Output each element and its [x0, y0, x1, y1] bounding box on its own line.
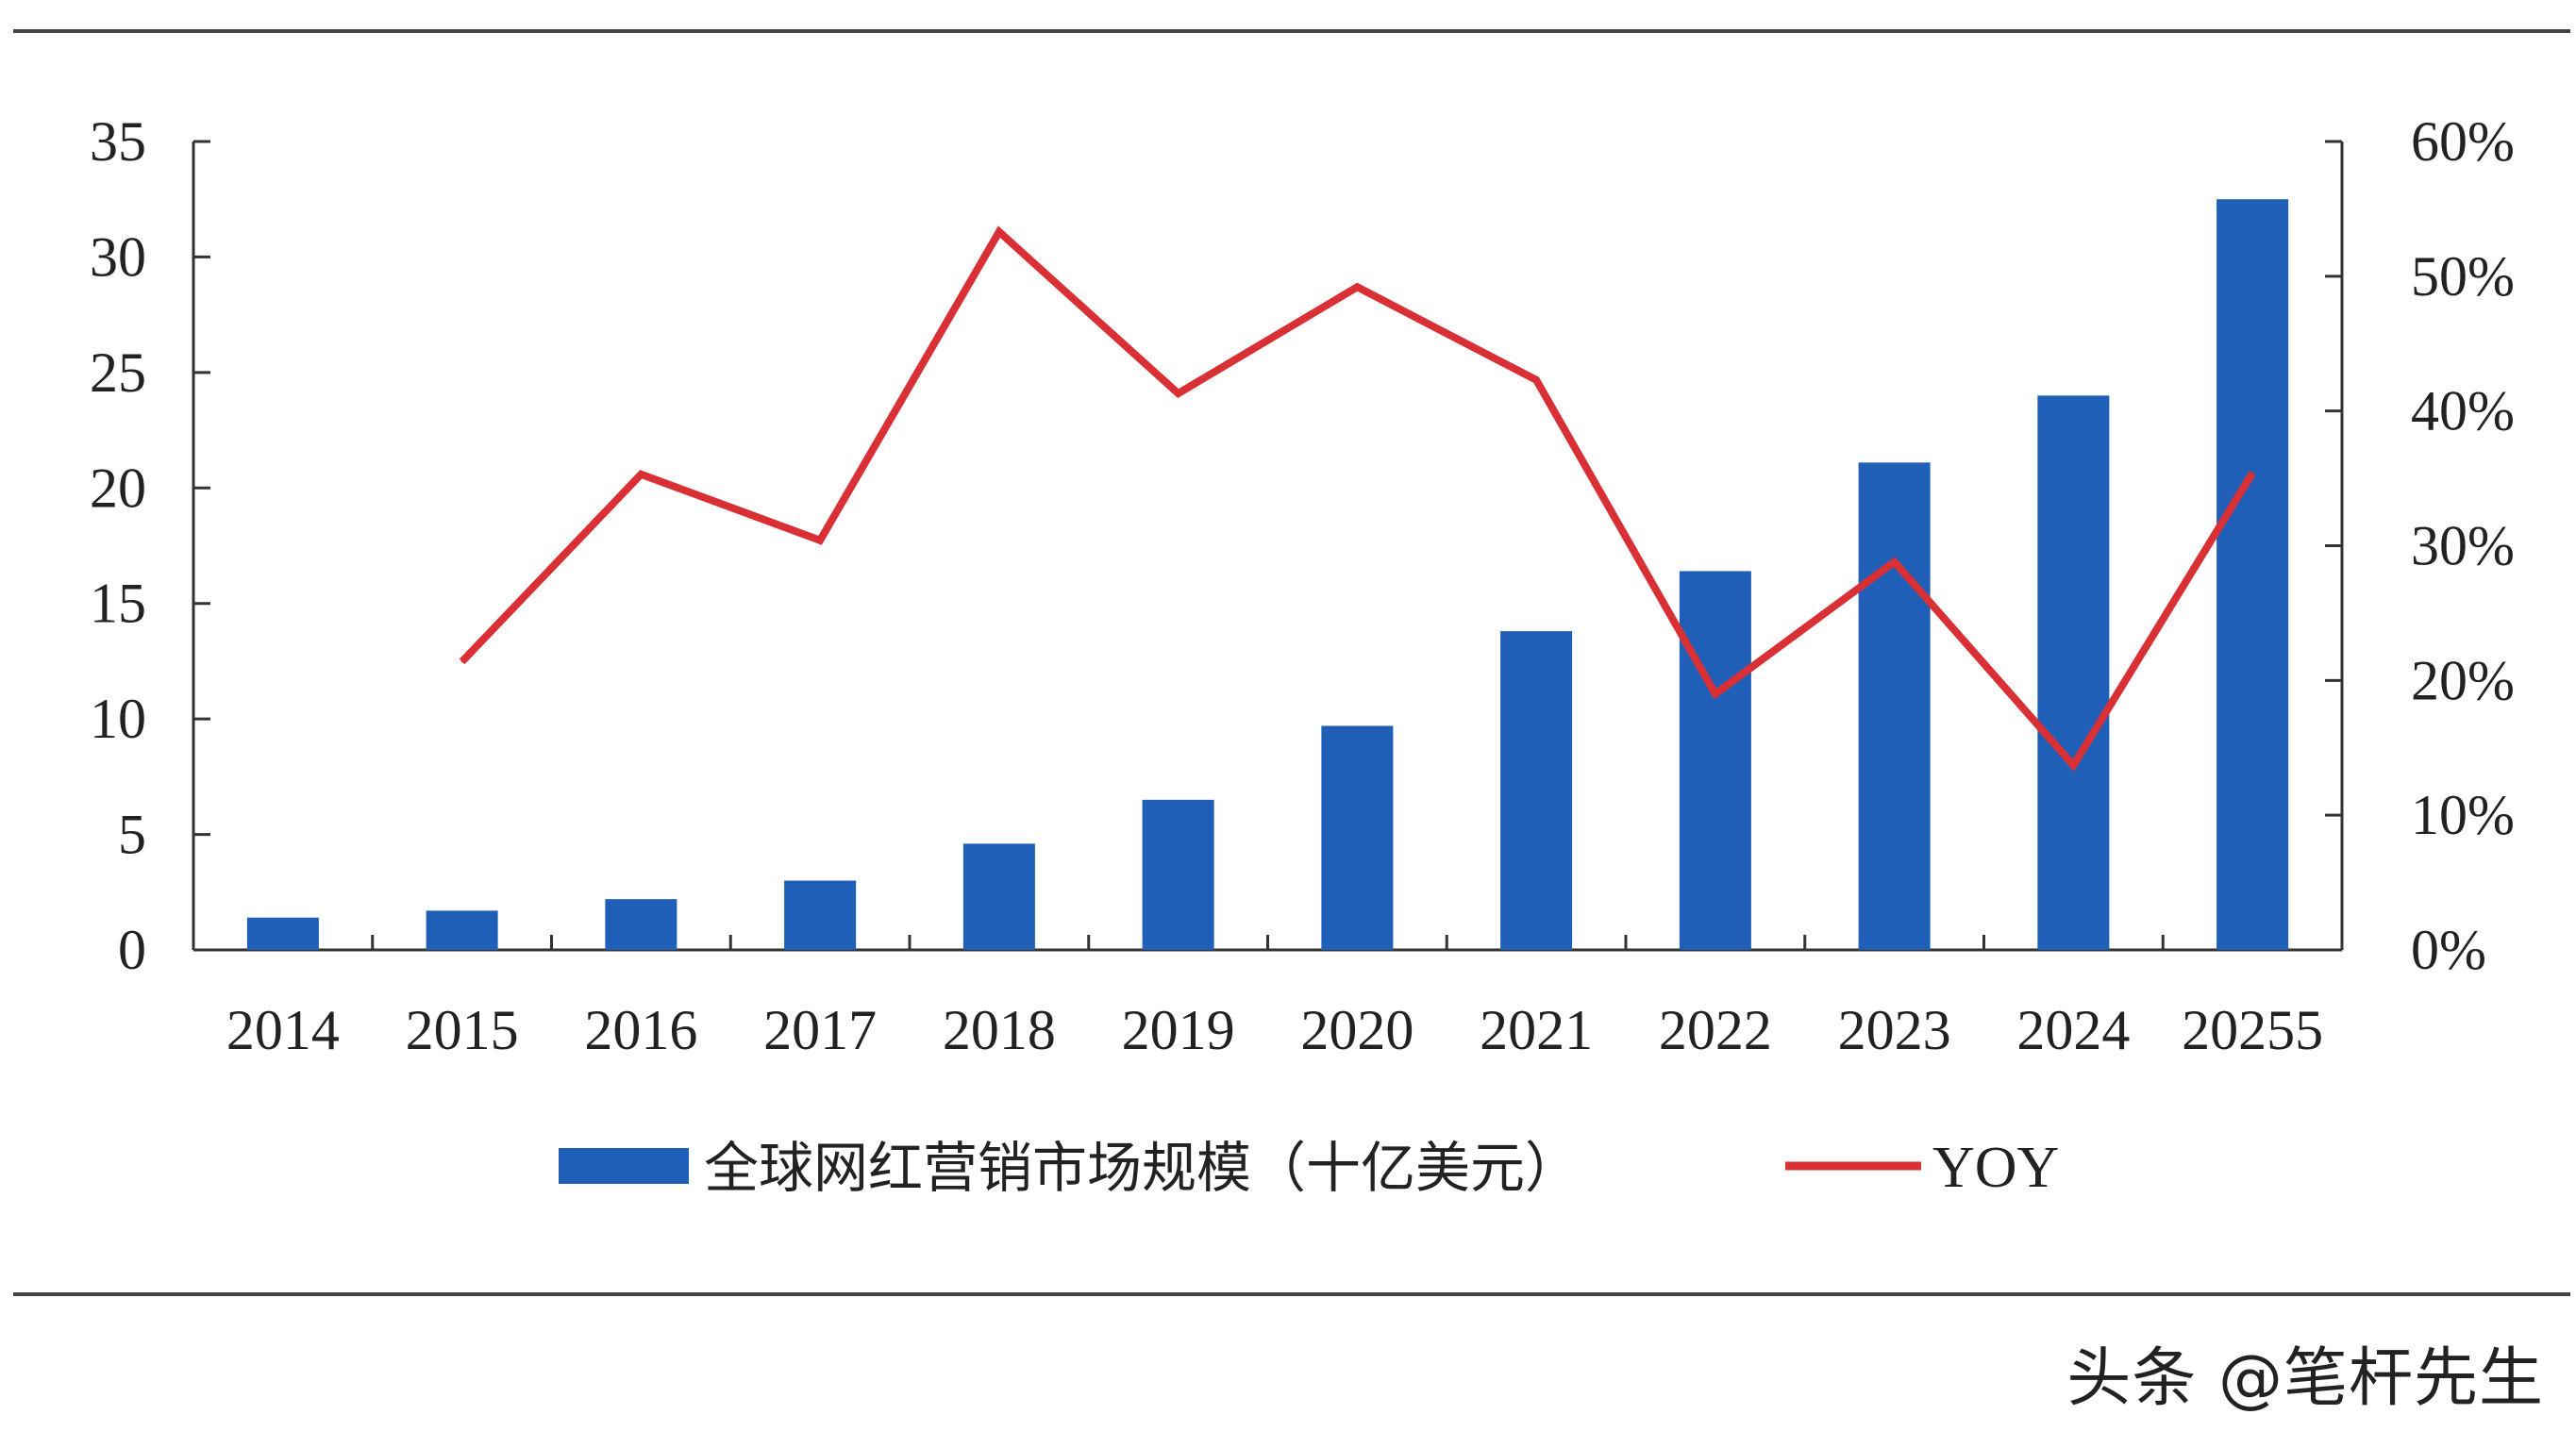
yoy-line [459, 225, 2256, 773]
left-tick-label: 0 [118, 919, 146, 981]
right-tick-label: 40% [2411, 380, 2515, 442]
x-tick-label: 2022 [1659, 999, 1772, 1061]
bar-2015 [426, 910, 498, 950]
left-tick-label: 5 [118, 804, 146, 866]
x-tick-label: 2020 [1300, 999, 1413, 1061]
right-axis-ticks: 0% 10% 20% 30% 40% 50% 60% [2325, 110, 2515, 981]
left-tick-label: 20 [90, 457, 146, 519]
yoy-point-2015 [460, 660, 463, 663]
yoy-point-2019 [1177, 392, 1179, 395]
left-tick-label: 35 [90, 110, 146, 173]
bar-series [246, 199, 2289, 950]
right-tick-label: 10% [2411, 784, 2515, 846]
x-tick-label: 2024 [2016, 999, 2130, 1061]
yoy-point-2022 [1714, 692, 1716, 695]
bar-2019 [1142, 799, 1214, 950]
yoy-point-2018 [997, 230, 1000, 233]
right-tick-label: 60% [2411, 110, 2515, 173]
bar-2020 [1321, 725, 1394, 950]
x-tick-label: 2014 [226, 999, 340, 1061]
right-tick-label: 50% [2411, 245, 2515, 308]
yoy-point-2023 [1893, 560, 1896, 563]
left-tick-label: 25 [90, 341, 146, 404]
left-tick-label: 15 [90, 573, 146, 635]
bar-2017 [784, 880, 857, 950]
left-axis-ticks: 0 5 10 15 20 25 30 35 [90, 110, 210, 981]
left-tick-label: 10 [90, 688, 146, 750]
x-tick-label: 2018 [943, 999, 1056, 1061]
bar-2021 [1500, 631, 1573, 950]
bar-2022 [1679, 571, 1751, 950]
yoy-point-2016 [640, 473, 643, 475]
watermark: 头条 @笔杆先生 [2066, 1341, 2544, 1416]
bar-2018 [962, 843, 1035, 950]
x-tick-label: 2023 [1838, 999, 1951, 1061]
x-tick-label: 2016 [584, 999, 697, 1061]
x-axis-ticks: 2014 2015 2016 2017 2018 2019 2020 2021 2022 2023… [226, 935, 2323, 1061]
x-tick-label: 2021 [1480, 999, 1593, 1061]
right-tick-label: 0% [2411, 919, 2486, 981]
x-tick-label: 2017 [763, 999, 877, 1061]
legend: 全球网红营销市场规模（十亿美元） YOY [559, 1136, 2059, 1200]
x-tick-label: 20255 [2182, 999, 2323, 1061]
bar-20255 [2216, 199, 2289, 950]
right-tick-label: 20% [2411, 649, 2515, 711]
legend-bar-swatch [559, 1148, 689, 1184]
right-tick-label: 30% [2411, 515, 2515, 577]
x-tick-label: 2019 [1122, 999, 1235, 1061]
bar-2016 [605, 899, 677, 950]
yoy-point-2024 [2072, 764, 2075, 767]
x-tick-label: 2015 [406, 999, 519, 1061]
yoy-point-2017 [819, 539, 822, 541]
yoy-point-2021 [1535, 378, 1538, 381]
bar-2014 [246, 917, 319, 950]
legend-line-label: YOY [1932, 1136, 2059, 1200]
yoy-line-series [459, 225, 2256, 773]
bar-2024 [2037, 395, 2110, 950]
bar-2023 [1858, 462, 1931, 950]
yoy-point-20255 [2251, 472, 2254, 474]
left-tick-label: 30 [90, 225, 146, 288]
legend-bar-label: 全球网红营销市场规模（十亿美元） [704, 1136, 1580, 1200]
yoy-point-2020 [1356, 286, 1359, 289]
